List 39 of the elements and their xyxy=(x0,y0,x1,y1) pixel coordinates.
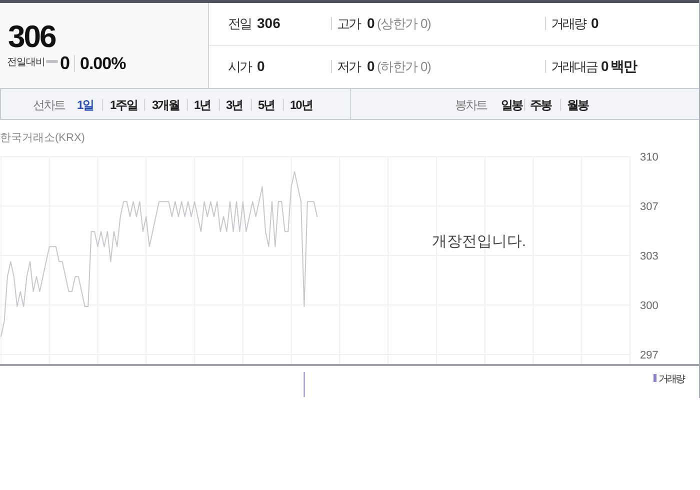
text: 거래대금 xyxy=(545,58,597,74)
line-series xyxy=(0,171,318,338)
text: 거래량 xyxy=(545,16,586,31)
text: 1일 xyxy=(77,98,94,112)
text: 일봉 xyxy=(501,98,522,112)
text: (하한가 0) xyxy=(377,58,431,74)
text: 5년 xyxy=(251,98,275,112)
text: 0 xyxy=(257,58,265,74)
text: 0 백만 xyxy=(601,58,637,74)
text: (상한가 0) xyxy=(377,16,431,31)
text: 월봉 xyxy=(560,98,588,112)
legend-label: 거래량 xyxy=(658,374,686,385)
y-tick-label: 300 xyxy=(640,300,658,312)
text: 한국거래소(KRX) xyxy=(0,132,85,144)
y-tick-label: 303 xyxy=(640,250,658,263)
text: 0 xyxy=(367,58,375,74)
text: 저가 xyxy=(331,58,360,74)
text: 고가 xyxy=(331,16,360,31)
text: 3개월 xyxy=(144,98,180,112)
text: 0 xyxy=(367,15,375,32)
text: 전일대비 xyxy=(7,56,45,68)
y-tick-label: 310 xyxy=(640,152,658,164)
text: 306 xyxy=(257,15,280,32)
text: 0 xyxy=(60,52,70,73)
text: 3년 xyxy=(219,98,243,112)
y-tick-label: 297 xyxy=(640,350,658,362)
text: 전일 xyxy=(228,16,251,31)
text: 0 xyxy=(591,15,599,32)
annotation: 개장전입니다. xyxy=(432,233,526,250)
text: 봉차트 xyxy=(455,98,486,112)
text: 10년 xyxy=(283,98,312,112)
text: 선차트 xyxy=(33,98,64,112)
text: 1주일 xyxy=(102,98,138,112)
text: 시가 xyxy=(228,58,251,74)
text: 1년 xyxy=(187,98,211,112)
y-tick-label: 307 xyxy=(640,201,658,214)
text: 0.00% xyxy=(74,54,126,73)
text: 306 xyxy=(8,18,56,54)
text: 주봉 xyxy=(524,98,551,112)
